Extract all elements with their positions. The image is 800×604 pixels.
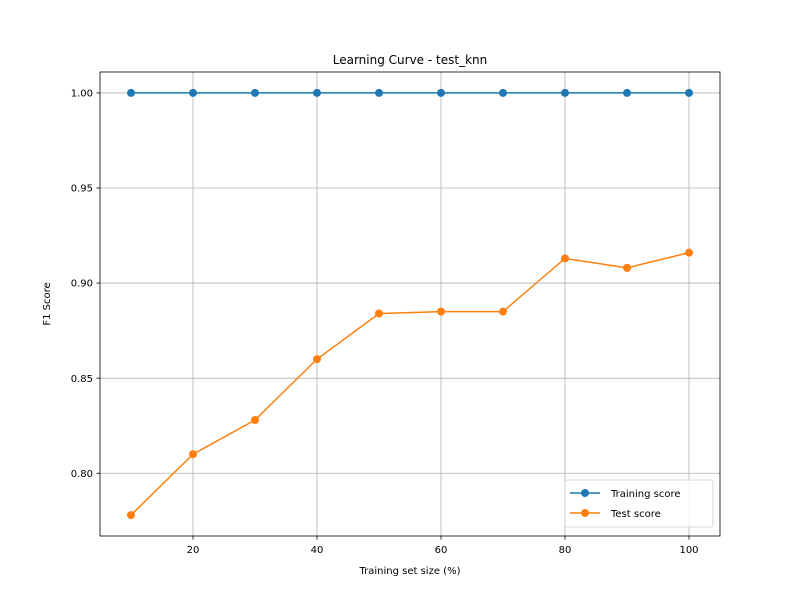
x-tick: 40 xyxy=(311,536,324,556)
x-axis-label: Training set size (%) xyxy=(359,566,461,577)
y-tick-label: 0.80 xyxy=(71,469,93,480)
test-score-point xyxy=(127,511,135,520)
training-score-point xyxy=(499,88,507,97)
training-score-point xyxy=(313,88,321,97)
legend-label-training-score: Training score xyxy=(610,489,681,500)
y-tick-label: 0.85 xyxy=(71,374,93,385)
y-tick-label: 1.00 xyxy=(71,89,93,100)
y-tick: 1.00 xyxy=(71,89,100,100)
y-tick-label: 0.95 xyxy=(71,184,93,195)
training-score-point xyxy=(127,88,135,97)
series-layer xyxy=(127,88,693,520)
plot-frame xyxy=(99,71,721,537)
y-tick-label: 0.90 xyxy=(71,279,93,290)
x-tick-label: 100 xyxy=(679,545,698,556)
grid-lines xyxy=(100,72,720,536)
training-score-point xyxy=(375,88,383,97)
y-tick: 0.80 xyxy=(71,469,100,480)
test-score-point xyxy=(251,416,259,424)
x-tick: 80 xyxy=(559,536,572,556)
chart-title: Learning Curve - test_knn xyxy=(333,53,487,67)
test-score-point xyxy=(561,254,569,263)
x-tick: 100 xyxy=(679,536,699,556)
test-score-point xyxy=(499,307,507,316)
y-axis-label: F1 Score xyxy=(42,282,53,325)
training-score-series xyxy=(127,88,693,97)
test-score-point xyxy=(313,355,321,364)
x-tick-label: 80 xyxy=(559,545,572,556)
axis-ticks: 20 40 60 80 100 0.80 0.85 0.90 0.95 1.00 xyxy=(71,89,699,556)
plot-area xyxy=(100,72,720,536)
test-score-point xyxy=(375,309,383,318)
x-tick: 60 xyxy=(435,536,448,556)
legend-entry-training-score: Training score xyxy=(570,489,681,500)
test-score-series xyxy=(127,248,693,520)
training-score-point xyxy=(437,88,445,97)
legend: Training score Test score xyxy=(564,479,714,528)
y-tick: 0.85 xyxy=(71,374,100,385)
legend-entry-test-score: Test score xyxy=(570,509,661,520)
training-score-point xyxy=(189,88,197,97)
test-score-point xyxy=(189,450,197,459)
training-score-point xyxy=(561,88,569,97)
test-score-line xyxy=(130,251,690,516)
x-tick-label: 20 xyxy=(187,545,200,556)
test-score-point xyxy=(685,248,693,257)
y-tick: 0.95 xyxy=(71,184,100,195)
legend-box xyxy=(564,479,714,528)
training-score-point xyxy=(251,88,259,97)
legend-marker-training-score xyxy=(581,489,589,497)
training-score-point xyxy=(685,88,693,97)
y-tick: 0.90 xyxy=(71,279,100,290)
legend-label-test-score: Test score xyxy=(610,509,661,520)
x-tick-label: 40 xyxy=(311,545,324,556)
test-score-point xyxy=(623,263,631,272)
legend-marker-test-score xyxy=(581,509,589,517)
x-tick: 20 xyxy=(187,536,200,556)
x-tick-label: 60 xyxy=(435,545,448,556)
training-score-point xyxy=(623,88,631,97)
test-score-point xyxy=(437,307,445,316)
